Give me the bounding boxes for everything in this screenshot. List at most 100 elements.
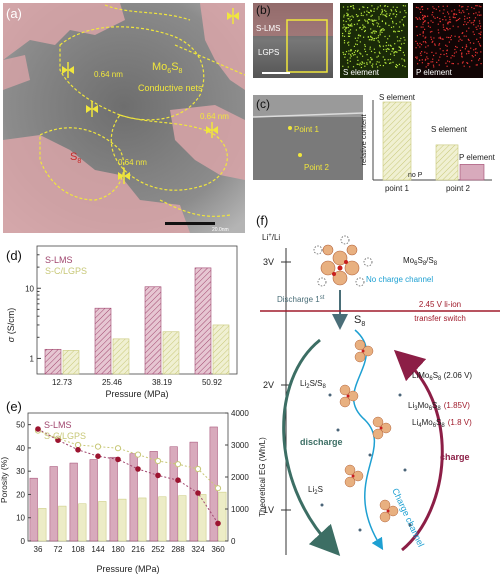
bar-porosity-s-lms [169, 446, 178, 542]
s-map-dot [390, 26, 393, 28]
p-map-dot [451, 62, 453, 65]
s-map-dot [344, 29, 346, 31]
s-map-dot [404, 10, 406, 12]
s-map-dot [356, 23, 358, 25]
p-map-dot [471, 55, 473, 57]
p-map-dot [468, 17, 471, 19]
scale-bar [165, 222, 215, 225]
p-map-dot [433, 7, 435, 10]
s-map-dot [370, 58, 372, 60]
s-map-dot [376, 8, 378, 10]
s-map-dot [367, 7, 369, 9]
point-1-label: Point 1 [294, 125, 319, 134]
p-map-dot [443, 9, 445, 11]
p-map-dot [460, 12, 462, 14]
s-map-dot [397, 40, 399, 42]
switch-label: transfer switch [414, 314, 466, 323]
point-eg-s-c-lgps [74, 441, 82, 449]
s-map-dot [381, 31, 383, 33]
s-map-dot [389, 44, 391, 46]
s-map-dot [373, 20, 375, 22]
p-map-dot [423, 16, 425, 18]
p-map-dot [419, 8, 421, 10]
p-map-dot [427, 62, 429, 65]
bar-porosity-s-c-lgps [38, 508, 47, 542]
s-map-dot [390, 9, 392, 11]
p-map-dot [424, 41, 426, 43]
s-map-dot [350, 54, 352, 56]
s-map-dot [377, 6, 379, 8]
bar-s-c-lgps [112, 338, 130, 375]
p-map-dot [446, 27, 448, 29]
s-map-dot [381, 28, 383, 30]
s-map-dot [401, 58, 403, 60]
p-map-dot [424, 51, 426, 53]
discharge-first-label: Discharge 1st [277, 295, 325, 304]
x-tick-label: 288 [171, 545, 185, 554]
charge-arrow [393, 349, 444, 552]
voltage-1v-label: 1V [263, 505, 274, 515]
p-map-dot [479, 37, 481, 39]
s-map-dot [370, 36, 372, 38]
s-map-dot [362, 24, 364, 26]
p-map-dot [448, 61, 451, 63]
y-right-tick-label: 4000 [231, 409, 249, 418]
p-map-dot [415, 47, 417, 49]
p-map-dot [426, 56, 428, 58]
p-map-dot [442, 12, 444, 14]
p-map-dot [446, 49, 448, 51]
point-eg-s-lms [195, 490, 201, 496]
panel-e-legend-s-c-lgps: S-C/LGPS [44, 431, 86, 441]
p-map-dot [416, 42, 418, 44]
s-map-dot [364, 26, 366, 28]
s-map-dot [356, 40, 358, 42]
p-map-dot [424, 21, 426, 23]
p-map-dot [478, 43, 481, 45]
p-map-dot [454, 17, 456, 19]
bar-s-c-lgps [212, 324, 230, 375]
p-map-dot [422, 21, 424, 23]
s-map-dot [362, 55, 364, 57]
y-right-tick-label: 1000 [231, 505, 249, 514]
s-map-dot [345, 51, 348, 53]
s-map-dot [364, 45, 366, 47]
p-map-dot [479, 44, 481, 47]
panel-f: (f) Li+/Li 3V 2V 1V [256, 213, 500, 557]
p-map-dot [433, 16, 435, 18]
p-map-dot [474, 54, 476, 56]
bar-s-lms [144, 286, 162, 375]
s-map-dot [383, 5, 386, 7]
s-map-dot [379, 52, 381, 54]
s-map-dot [357, 37, 359, 39]
p-map-dot [420, 6, 423, 8]
s-map-dot [388, 14, 391, 17]
s-map-dot [391, 48, 394, 50]
s-map-dot [388, 48, 390, 50]
point-eg-s-lms [95, 453, 101, 460]
s-map-dot [346, 59, 349, 61]
point-eg-s-lms [175, 477, 181, 484]
s-map-dot [390, 17, 392, 20]
x-tick-label: 72 [54, 545, 63, 554]
p-map-dot [445, 44, 447, 46]
p-map-dot [439, 36, 441, 38]
s-map-dot [387, 59, 389, 61]
s-map-dot [362, 14, 364, 17]
s-map-dot [371, 39, 373, 41]
p-map-dot [419, 46, 421, 48]
p-map-dot [464, 18, 466, 20]
s-map-dot [394, 31, 396, 33]
panel-d-ylabel: σ (S/cm) [6, 308, 16, 342]
s-map-dot [377, 25, 379, 27]
s-map-dot [355, 43, 357, 45]
s-map-dot [379, 30, 381, 32]
p-map-dot [452, 25, 454, 27]
s-map-dot [395, 66, 397, 68]
s-map-dot [393, 31, 395, 33]
s-map-dot [399, 21, 401, 23]
p-map-dot [458, 36, 460, 38]
p-map-dot [420, 54, 422, 56]
p-map-dot [446, 36, 448, 38]
p-map-dot [422, 8, 424, 11]
s-map-dot [379, 34, 381, 36]
